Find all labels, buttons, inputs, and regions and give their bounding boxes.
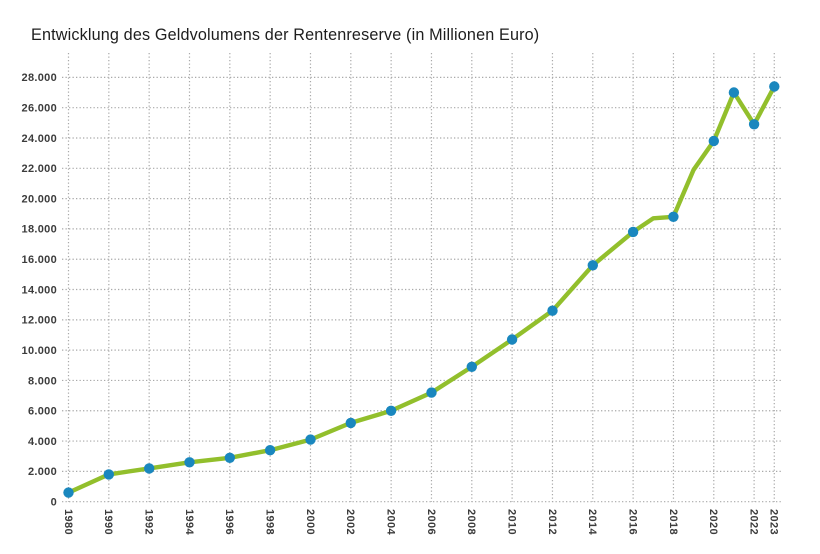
x-axis-tick-label: 2000 xyxy=(304,509,316,535)
series-line-group xyxy=(66,84,777,495)
data-point xyxy=(385,405,397,416)
data-point xyxy=(547,305,558,316)
data-point xyxy=(728,87,740,98)
chart-title: Entwicklung des Geldvolumens der Rentenr… xyxy=(31,26,540,44)
x-axis-tick-label: 2012 xyxy=(546,509,558,535)
x-axis-tick-label: 2016 xyxy=(626,509,638,535)
data-point xyxy=(708,135,719,147)
x-axis-tick-label: 2010 xyxy=(506,509,518,535)
data-point xyxy=(224,452,235,463)
x-axis-tick-label: 1980 xyxy=(62,509,74,535)
horizontal-gridlines xyxy=(62,76,781,503)
vertical-gridlines xyxy=(67,53,775,502)
y-axis-tick-label: 26.000 xyxy=(22,102,57,114)
y-axis-tick-label: 4.000 xyxy=(28,436,57,448)
x-axis-tick-label: 2002 xyxy=(344,509,356,535)
data-point xyxy=(426,387,437,398)
x-axis-tick-label: 2023 xyxy=(768,509,780,535)
y-axis-tick-labels: 0 2.000 4.000 6.000 8.000 10.000 12.000 14.000 1… xyxy=(22,72,57,508)
y-axis-tick-label: 16.000 xyxy=(22,254,57,266)
data-point xyxy=(305,434,316,445)
x-axis-tick-label: 2018 xyxy=(667,509,679,535)
x-axis-tick-label: 2008 xyxy=(465,509,477,535)
y-axis-tick-label: 8.000 xyxy=(28,375,57,387)
x-axis-tick-label: 1990 xyxy=(102,509,114,535)
data-point xyxy=(627,226,639,238)
data-point xyxy=(587,260,598,271)
x-axis-tick-label: 2014 xyxy=(586,509,598,536)
data-point xyxy=(748,119,760,130)
y-axis-tick-label: 24.000 xyxy=(22,133,57,145)
y-axis-tick-label: 28.000 xyxy=(22,72,57,84)
y-axis-tick-label: 2.000 xyxy=(28,466,57,478)
data-point xyxy=(668,211,679,222)
x-axis-tick-label: 2022 xyxy=(747,509,759,535)
x-axis-tick-label: 1998 xyxy=(264,509,276,535)
x-axis-tick-label: 1996 xyxy=(223,509,235,535)
y-axis-tick-label: 10.000 xyxy=(22,345,57,357)
data-point xyxy=(184,457,195,468)
x-axis-tick-labels: 1980 1990 1992 1994 1996 1998 2000 2002 2004 2006… xyxy=(62,509,780,536)
y-axis-tick-label: 20.000 xyxy=(22,193,57,205)
data-point xyxy=(466,361,477,372)
y-axis-tick-label: 12.000 xyxy=(22,315,57,327)
x-axis-tick-label: 2006 xyxy=(425,509,437,535)
y-axis-tick-label: 0 xyxy=(51,497,57,509)
y-axis-tick-label: 14.000 xyxy=(22,284,57,296)
data-point xyxy=(345,417,356,429)
series-line xyxy=(66,84,777,495)
data-point xyxy=(103,469,115,480)
data-point xyxy=(63,487,74,498)
x-axis-tick-label: 2004 xyxy=(385,509,397,536)
data-point xyxy=(144,463,155,474)
data-point-markers xyxy=(63,81,780,498)
x-axis-tick-label: 2020 xyxy=(707,509,719,535)
data-point xyxy=(264,445,276,456)
x-axis-tick-label: 1994 xyxy=(183,509,195,536)
data-point xyxy=(506,334,518,345)
x-axis-tick-label: 1992 xyxy=(143,509,155,535)
data-point xyxy=(769,81,780,92)
y-axis-tick-label: 18.000 xyxy=(22,224,57,236)
y-axis-tick-label: 6.000 xyxy=(28,406,57,418)
y-axis-tick-label: 22.000 xyxy=(22,163,57,175)
